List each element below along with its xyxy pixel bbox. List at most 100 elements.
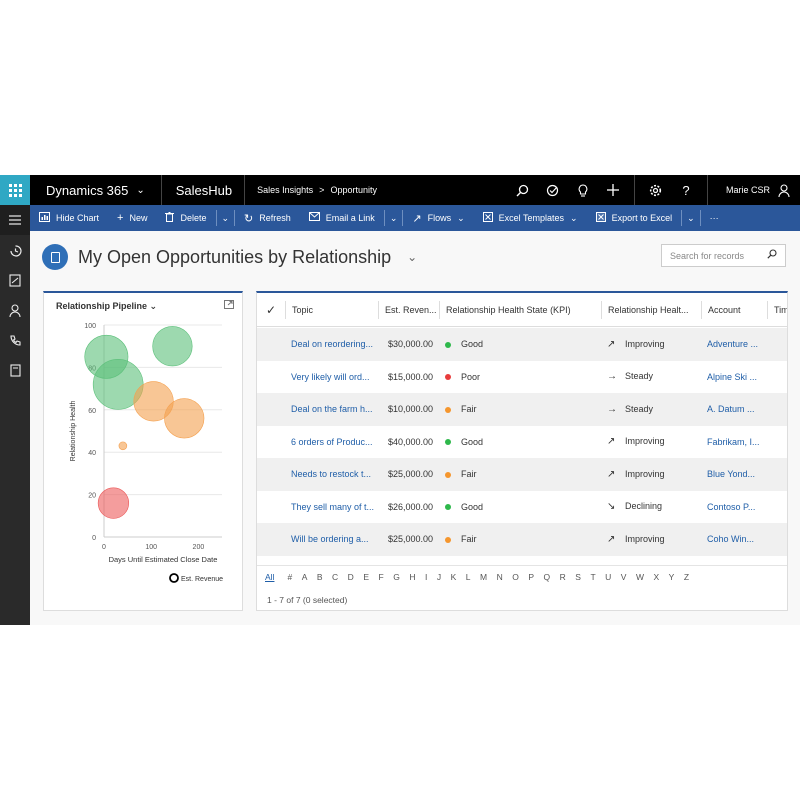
alpha-filter-letter[interactable]: K [450, 571, 457, 582]
alpha-filter-letter[interactable]: Q [543, 571, 551, 582]
topic-link[interactable]: Needs to restock t... [291, 469, 372, 480]
account-link[interactable]: Blue Yond... [707, 469, 756, 480]
topic-link[interactable]: Deal on reordering... [291, 339, 374, 350]
delete-dropdown-chevron-icon[interactable]: ⌄ [221, 212, 230, 223]
breadcrumb-entity[interactable]: Opportunity [330, 185, 377, 195]
excel-templates-button[interactable]: Excel Templates ⌄ [474, 205, 587, 231]
alpha-filter-letter[interactable]: I [424, 571, 428, 582]
alpha-filter-letter[interactable]: W [635, 571, 644, 582]
search-icon[interactable] [508, 175, 538, 205]
column-header-health-trend[interactable]: Relationship Healt... [601, 300, 701, 319]
export-excel-label: Export to Excel [611, 213, 673, 223]
alpha-filter-letter[interactable]: V [620, 571, 627, 582]
hamburger-menu-icon[interactable] [0, 205, 30, 235]
export-dropdown-chevron-icon[interactable]: ⌄ [687, 212, 695, 223]
alpha-filter-letter[interactable]: Z [683, 571, 690, 582]
product-switcher[interactable]: Dynamics 365 ⌄ [30, 175, 162, 205]
more-commands-button[interactable]: ··· [709, 213, 719, 223]
topic-link[interactable]: Very likely will ord... [291, 371, 370, 382]
health-trend-label: Improving [625, 468, 665, 479]
topic-link[interactable]: They sell many of t... [291, 501, 375, 512]
alpha-filter-letter[interactable]: S [575, 571, 581, 582]
account-link[interactable]: A. Datum ... [707, 404, 755, 415]
chart-title[interactable]: Relationship Pipeline ⌄ [56, 301, 158, 311]
topic-link[interactable]: Will be ordering a... [291, 534, 369, 545]
table-row[interactable]: 6 orders of Produc... $40,000.00 Good ↗ Impr… [257, 426, 787, 459]
alpha-filter-letter[interactable]: N [496, 571, 503, 582]
alpha-filter-letter[interactable]: T [590, 571, 596, 582]
search-input[interactable]: Search for records [661, 244, 786, 267]
plus-icon[interactable] [598, 175, 628, 205]
dashboard-icon[interactable] [0, 265, 30, 295]
topic-link[interactable]: Deal on the farm h... [291, 404, 373, 415]
app-name[interactable]: SalesHub [162, 175, 246, 205]
table-row[interactable]: Very likely will ord... $15,000.00 Poor → St… [257, 361, 787, 394]
table-row[interactable]: Deal on the farm h... $10,000.00 Fair → Stea… [257, 393, 787, 426]
gear-icon[interactable] [641, 175, 671, 205]
alpha-filter-letter[interactable]: F [378, 571, 384, 582]
delete-button[interactable]: Delete [156, 205, 215, 231]
lightbulb-icon[interactable] [568, 175, 598, 205]
column-header-revenue[interactable]: Est. Reven... [378, 300, 439, 319]
user-menu[interactable]: Marie CSR [714, 175, 800, 205]
flows-label: Flows [427, 213, 452, 223]
email-dropdown-chevron-icon[interactable]: ⌄ [389, 212, 398, 223]
account-link[interactable]: Alpine Ski ... [707, 371, 758, 382]
table-row[interactable]: Deal on reordering... $30,000.00 Good ↗ Impr… [257, 328, 787, 361]
column-header-account[interactable]: Account [701, 300, 767, 319]
topic-link[interactable]: 6 orders of Produc... [291, 436, 373, 447]
alpha-filter-letter[interactable]: X [653, 571, 660, 582]
contacts-icon[interactable] [0, 295, 30, 325]
refresh-button[interactable]: ↻ Refresh [235, 205, 300, 231]
document-icon[interactable] [0, 355, 30, 385]
alpha-filter-all[interactable]: All [265, 571, 275, 582]
alpha-filter-letter[interactable]: E [363, 571, 369, 582]
alpha-filter-letter[interactable]: # [287, 571, 293, 582]
new-button[interactable]: + New [108, 205, 156, 231]
alpha-filter-letter[interactable]: G [393, 571, 400, 582]
alpha-filter-letter[interactable]: J [436, 571, 442, 582]
table-row[interactable]: Needs to restock t... $25,000.00 Fair ↗ Impr… [257, 458, 787, 491]
table-row[interactable]: Will be ordering a... $25,000.00 Fair ↗ Impr… [257, 523, 787, 556]
column-header-topic[interactable]: Topic [285, 300, 378, 319]
records-grid: ✓ Topic Est. Reven... Relationship Healt… [256, 291, 788, 611]
alpha-filter-letter[interactable]: O [512, 571, 519, 582]
alpha-filter-letter[interactable]: P [528, 571, 535, 582]
task-flow-icon[interactable] [538, 175, 568, 205]
expand-chart-icon[interactable] [224, 300, 234, 312]
export-excel-button[interactable]: Export to Excel [587, 205, 682, 231]
account-link[interactable]: Adventure ... [707, 339, 759, 350]
alpha-filter-letter[interactable]: H [409, 571, 416, 582]
sales-accelerator-icon[interactable] [0, 235, 30, 265]
alpha-filter-letter[interactable]: M [479, 571, 488, 582]
alpha-filter-letter[interactable]: L [465, 571, 471, 582]
product-name: Dynamics 365 [46, 182, 129, 198]
help-icon[interactable]: ? [682, 182, 690, 198]
record-count: 1 - 7 of 7 (0 selected) [267, 595, 348, 605]
flows-button[interactable]: ↗ Flows ⌄ [403, 205, 473, 231]
view-selector-chevron-icon[interactable]: ⌄ [407, 250, 418, 264]
email-link-button[interactable]: Email a Link [300, 205, 384, 231]
app-launcher-icon[interactable] [0, 175, 30, 205]
search-icon[interactable] [767, 249, 777, 262]
phone-call-icon[interactable] [0, 325, 30, 355]
health-state-cell: Fair [439, 534, 601, 544]
page-title[interactable]: My Open Opportunities by Relationship [78, 246, 392, 267]
alpha-filter-letter[interactable]: A [301, 571, 308, 582]
health-trend-cell: ↘ Declining [601, 501, 701, 512]
select-all-checkbox[interactable]: ✓ [265, 302, 277, 317]
alpha-filter-letter[interactable]: Y [668, 571, 675, 582]
account-link[interactable]: Contoso P... [707, 501, 756, 512]
hide-chart-button[interactable]: Hide Chart [30, 205, 108, 231]
alpha-filter-letter[interactable]: C [332, 571, 339, 582]
breadcrumb-area[interactable]: Sales Insights [257, 185, 314, 195]
account-link[interactable]: Coho Win... [707, 534, 755, 545]
alpha-filter-letter[interactable]: U [605, 571, 612, 582]
account-link[interactable]: Fabrikam, I... [707, 436, 760, 447]
column-header-health-state[interactable]: Relationship Health State (KPI) [439, 300, 601, 319]
alpha-filter-letter[interactable]: B [316, 571, 323, 582]
column-header-time[interactable]: Tim [767, 300, 787, 319]
alpha-filter-letter[interactable]: D [347, 571, 354, 582]
alpha-filter-letter[interactable]: R [559, 571, 566, 582]
table-row[interactable]: They sell many of t... $26,000.00 Good ↘ Dec… [257, 491, 787, 524]
